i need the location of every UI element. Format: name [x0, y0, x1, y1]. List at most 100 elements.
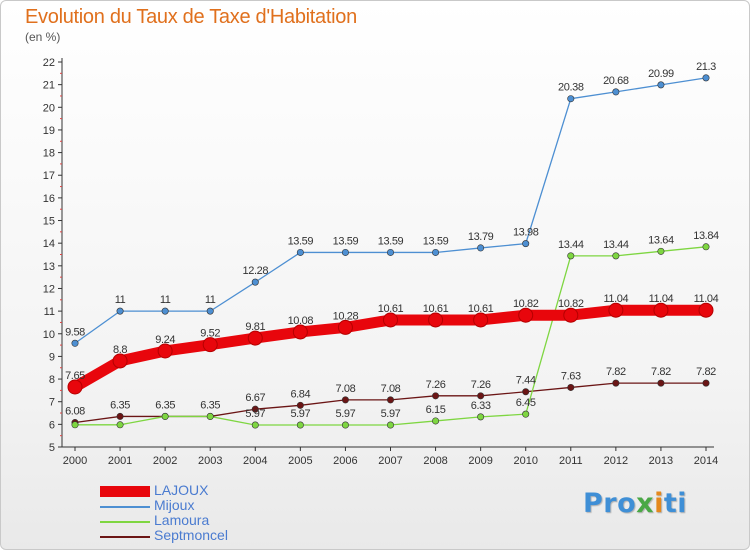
data-label-lajoux: 10.61 — [378, 303, 404, 315]
data-point-septmoncel — [251, 405, 259, 413]
data-label-lamoura: 13.44 — [603, 239, 629, 251]
data-label-mijoux: 20.99 — [648, 68, 674, 80]
y-tick-label: 9 — [49, 351, 55, 363]
data-label-lajoux: 9.52 — [200, 328, 220, 340]
data-label-lamoura: 13.84 — [693, 230, 719, 242]
legend-item-lajoux[interactable]: LAJOUX — [100, 482, 340, 500]
y-tick-label: 10 — [43, 329, 55, 341]
x-tick-label: 2011 — [559, 455, 583, 467]
data-point-mijoux — [251, 278, 259, 286]
data-point-lajoux — [608, 302, 624, 318]
data-point-lamoura — [612, 252, 620, 260]
data-point-septmoncel — [341, 396, 349, 404]
data-point-lajoux — [157, 343, 173, 359]
data-label-lajoux: 7.65 — [65, 370, 85, 382]
legend-swatch-mijoux — [100, 506, 150, 508]
data-label-mijoux: 11 — [205, 294, 216, 306]
data-point-lajoux — [112, 353, 128, 369]
data-point-lamoura — [206, 412, 214, 420]
data-point-lajoux — [292, 324, 308, 340]
data-point-septmoncel — [522, 388, 530, 396]
chart-subtitle: (en %) — [25, 30, 61, 44]
data-point-septmoncel — [116, 412, 124, 420]
data-point-mijoux — [386, 248, 394, 256]
data-label-lamoura: 5.97 — [245, 408, 265, 420]
y-tick-label: 19 — [43, 125, 55, 137]
data-point-mijoux — [432, 248, 440, 256]
legend-item-mijoux[interactable]: Mijoux — [100, 497, 340, 515]
x-tick-label: 2013 — [649, 455, 673, 467]
legend-swatch-lajoux — [100, 486, 150, 497]
y-tick-label: 22 — [43, 57, 55, 69]
data-point-lamoura — [341, 421, 349, 429]
data-label-septmoncel: 7.63 — [561, 370, 581, 382]
data-point-mijoux — [116, 307, 124, 315]
x-tick-label: 2005 — [288, 455, 312, 467]
data-label-lajoux: 9.81 — [245, 321, 265, 333]
data-point-lamoura — [477, 413, 485, 421]
y-tick-label: 12 — [43, 283, 55, 295]
data-label-mijoux: 13.59 — [423, 235, 449, 247]
logo-part-2: x — [636, 488, 655, 519]
data-point-lajoux — [563, 307, 579, 323]
y-tick-label: 5 — [49, 442, 55, 454]
data-label-mijoux: 13.59 — [378, 235, 404, 247]
data-label-lajoux: 8.8 — [113, 344, 127, 356]
data-label-lajoux: 10.61 — [468, 303, 494, 315]
data-label-septmoncel: 7.82 — [696, 366, 716, 378]
data-point-lajoux — [337, 319, 353, 335]
data-point-mijoux — [612, 88, 620, 96]
data-label-septmoncel: 6.67 — [245, 392, 265, 404]
y-tick-label: 7 — [49, 397, 55, 409]
data-point-septmoncel — [612, 379, 620, 387]
data-label-mijoux: 20.68 — [603, 75, 629, 87]
data-label-septmoncel: 6.84 — [290, 388, 310, 400]
data-point-lajoux — [247, 330, 263, 346]
x-tick-label: 2000 — [63, 455, 87, 467]
legend-label-lamoura: Lamoura — [154, 512, 210, 528]
y-tick-label: 15 — [43, 216, 55, 228]
data-point-septmoncel — [386, 396, 394, 404]
data-point-lamoura — [161, 412, 169, 420]
data-label-lamoura: 6.33 — [471, 400, 491, 412]
data-label-lajoux: 10.08 — [288, 315, 314, 327]
y-tick-label: 8 — [49, 374, 55, 386]
legend-label-lajoux: LAJOUX — [154, 482, 209, 498]
data-label-septmoncel: 6.35 — [200, 399, 220, 411]
data-point-lajoux — [428, 312, 444, 328]
x-tick-label: 2007 — [378, 455, 402, 467]
data-label-septmoncel: 7.08 — [381, 383, 401, 395]
data-label-lajoux: 10.82 — [558, 298, 584, 310]
data-point-septmoncel — [567, 383, 575, 391]
legend-swatch-septmoncel — [100, 536, 150, 538]
data-point-lajoux — [202, 337, 218, 353]
legend-label-mijoux: Mijoux — [154, 497, 195, 513]
data-label-lajoux: 10.82 — [513, 298, 539, 310]
x-tick-label: 2010 — [513, 455, 537, 467]
data-point-mijoux — [477, 244, 485, 252]
legend-label-septmoncel: Septmoncel — [154, 527, 228, 543]
y-tick-label: 16 — [43, 193, 55, 205]
data-point-lajoux — [67, 379, 83, 395]
x-tick-label: 2003 — [198, 455, 222, 467]
data-point-lamoura — [432, 417, 440, 425]
legend-item-lamoura[interactable]: Lamoura — [100, 512, 340, 530]
y-tick-label: 14 — [43, 238, 55, 250]
data-label-mijoux: 21.3 — [696, 61, 716, 73]
x-tick-label: 2006 — [333, 455, 357, 467]
y-tick-label: 11 — [44, 306, 55, 318]
x-tick-label: 2008 — [423, 455, 447, 467]
legend-swatch-lamoura — [100, 521, 150, 523]
y-tick-label: 18 — [43, 148, 55, 160]
data-label-lajoux: 11.04 — [649, 293, 674, 305]
legend-item-septmoncel[interactable]: Septmoncel — [100, 527, 340, 545]
x-tick-label: 2009 — [468, 455, 492, 467]
data-label-mijoux: 20.38 — [558, 82, 584, 94]
data-point-lamoura — [251, 421, 259, 429]
data-label-mijoux: 12.28 — [243, 265, 269, 277]
x-tick-label: 2012 — [604, 455, 628, 467]
data-label-lamoura: 13.64 — [648, 234, 674, 246]
logo-part-1: Pro — [583, 488, 637, 519]
y-tick-label: 21 — [43, 80, 55, 92]
